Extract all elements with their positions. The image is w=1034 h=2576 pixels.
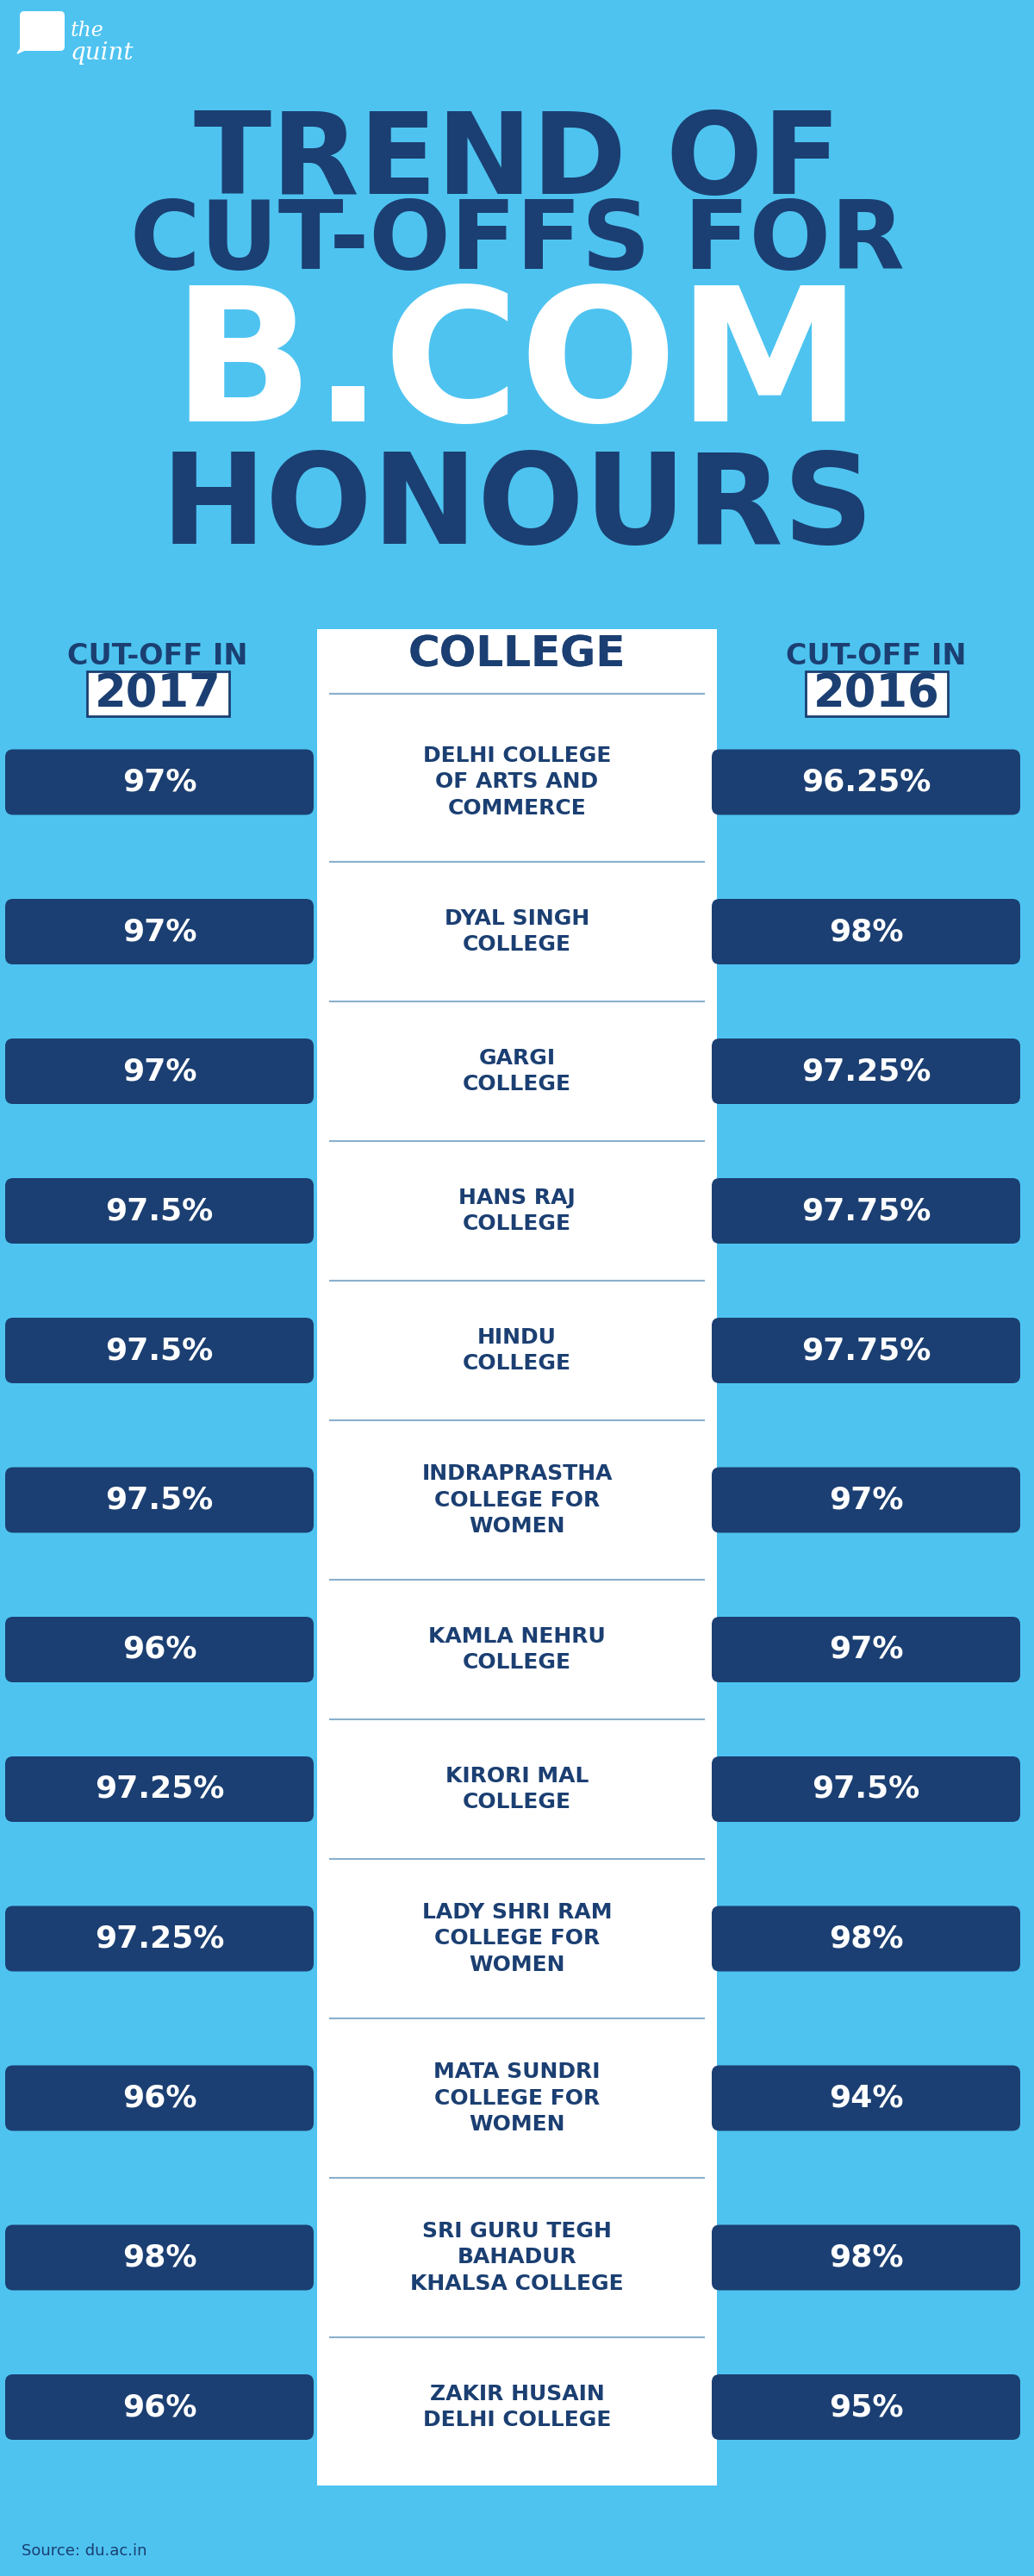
FancyBboxPatch shape xyxy=(711,2375,1021,2439)
Text: HONOURS: HONOURS xyxy=(160,448,874,569)
FancyBboxPatch shape xyxy=(711,899,1021,963)
FancyBboxPatch shape xyxy=(5,1038,313,1105)
FancyBboxPatch shape xyxy=(711,1177,1021,1244)
Text: 97.5%: 97.5% xyxy=(105,1486,213,1515)
Text: quint: quint xyxy=(70,41,134,64)
FancyBboxPatch shape xyxy=(711,1906,1021,1971)
FancyBboxPatch shape xyxy=(5,2226,313,2290)
Text: 97.5%: 97.5% xyxy=(105,1337,213,1365)
Text: 97.75%: 97.75% xyxy=(801,1337,931,1365)
FancyBboxPatch shape xyxy=(805,672,947,716)
Text: SRI GURU TEGH
BAHADUR
KHALSA COLLEGE: SRI GURU TEGH BAHADUR KHALSA COLLEGE xyxy=(410,2221,624,2295)
Text: ZAKIR HUSAIN
DELHI COLLEGE: ZAKIR HUSAIN DELHI COLLEGE xyxy=(423,2383,611,2432)
Text: 96%: 96% xyxy=(122,2393,196,2421)
FancyBboxPatch shape xyxy=(711,1468,1021,1533)
Text: 97%: 97% xyxy=(122,768,196,796)
FancyBboxPatch shape xyxy=(5,1757,313,1821)
FancyBboxPatch shape xyxy=(5,750,313,814)
Text: 97%: 97% xyxy=(828,1486,904,1515)
Text: DELHI COLLEGE
OF ARTS AND
COMMERCE: DELHI COLLEGE OF ARTS AND COMMERCE xyxy=(423,744,611,819)
Text: DYAL SINGH
COLLEGE: DYAL SINGH COLLEGE xyxy=(445,909,589,956)
Text: 96%: 96% xyxy=(122,2084,196,2112)
FancyBboxPatch shape xyxy=(711,1038,1021,1105)
Text: 97.5%: 97.5% xyxy=(105,1195,213,1226)
FancyBboxPatch shape xyxy=(5,1319,313,1383)
Text: 97.25%: 97.25% xyxy=(95,1775,224,1803)
FancyBboxPatch shape xyxy=(711,1757,1021,1821)
Text: 2017: 2017 xyxy=(94,672,221,716)
Text: 98%: 98% xyxy=(828,2244,904,2272)
Text: HANS RAJ
COLLEGE: HANS RAJ COLLEGE xyxy=(458,1188,576,1234)
Text: CUT-OFFS FOR: CUT-OFFS FOR xyxy=(130,196,904,289)
FancyBboxPatch shape xyxy=(5,1177,313,1244)
FancyBboxPatch shape xyxy=(711,1618,1021,1682)
Text: 96%: 96% xyxy=(122,1636,196,1664)
FancyBboxPatch shape xyxy=(5,1618,313,1682)
FancyBboxPatch shape xyxy=(5,2375,313,2439)
FancyBboxPatch shape xyxy=(5,899,313,963)
FancyBboxPatch shape xyxy=(5,1468,313,1533)
Text: 97%: 97% xyxy=(828,1636,904,1664)
Text: 98%: 98% xyxy=(828,917,904,945)
Text: 96.25%: 96.25% xyxy=(801,768,931,796)
Text: 98%: 98% xyxy=(828,1924,904,1953)
FancyBboxPatch shape xyxy=(317,629,717,2486)
Text: 97%: 97% xyxy=(122,917,196,945)
Text: TREND OF: TREND OF xyxy=(193,108,841,216)
Text: 97%: 97% xyxy=(122,1056,196,1087)
FancyBboxPatch shape xyxy=(20,10,64,52)
Text: INDRAPRASTHA
COLLEGE FOR
WOMEN: INDRAPRASTHA COLLEGE FOR WOMEN xyxy=(422,1463,612,1538)
Polygon shape xyxy=(18,44,33,54)
FancyBboxPatch shape xyxy=(711,1319,1021,1383)
Text: KAMLA NEHRU
COLLEGE: KAMLA NEHRU COLLEGE xyxy=(428,1625,606,1672)
Text: B.COM: B.COM xyxy=(172,281,862,461)
Text: LADY SHRI RAM
COLLEGE FOR
WOMEN: LADY SHRI RAM COLLEGE FOR WOMEN xyxy=(422,1901,612,1976)
Text: 97.5%: 97.5% xyxy=(812,1775,920,1803)
Text: 97.25%: 97.25% xyxy=(95,1924,224,1953)
Text: 2016: 2016 xyxy=(813,672,940,716)
Text: the: the xyxy=(70,21,104,41)
FancyBboxPatch shape xyxy=(711,2226,1021,2290)
Text: CUT-OFF IN: CUT-OFF IN xyxy=(786,641,967,670)
Text: CUT-OFF IN: CUT-OFF IN xyxy=(67,641,248,670)
FancyBboxPatch shape xyxy=(711,750,1021,814)
FancyBboxPatch shape xyxy=(5,1906,313,1971)
Text: 97.25%: 97.25% xyxy=(801,1056,931,1087)
Text: MATA SUNDRI
COLLEGE FOR
WOMEN: MATA SUNDRI COLLEGE FOR WOMEN xyxy=(433,2061,601,2136)
Text: GARGI
COLLEGE: GARGI COLLEGE xyxy=(463,1048,571,1095)
FancyBboxPatch shape xyxy=(5,2066,313,2130)
Text: COLLEGE: COLLEGE xyxy=(408,634,626,675)
FancyBboxPatch shape xyxy=(711,2066,1021,2130)
FancyBboxPatch shape xyxy=(87,672,229,716)
Text: 98%: 98% xyxy=(122,2244,196,2272)
Text: 95%: 95% xyxy=(828,2393,904,2421)
Text: KIRORI MAL
COLLEGE: KIRORI MAL COLLEGE xyxy=(446,1765,588,1814)
Text: Source: du.ac.in: Source: du.ac.in xyxy=(22,2543,147,2558)
Text: 97.75%: 97.75% xyxy=(801,1195,931,1226)
Text: HINDU
COLLEGE: HINDU COLLEGE xyxy=(463,1327,571,1373)
Text: 94%: 94% xyxy=(828,2084,904,2112)
Text: COLLEGE: COLLEGE xyxy=(408,634,626,675)
